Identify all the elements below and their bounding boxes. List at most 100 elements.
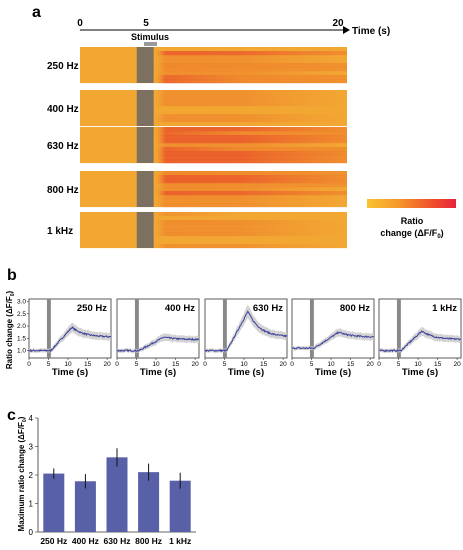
trace-x-tick-label: 0 [115, 361, 119, 368]
trace-panel: 250 Hz 0 5 10 15 20 Time (s) 1.0 1.5 2.0 2.5 3.0 [17, 298, 112, 378]
heatmap-stripe [80, 94, 347, 99]
trace-x-tick-label: 10 [152, 361, 160, 368]
trace-stimulus-bar [396, 299, 401, 358]
trace-x-tick-label: 20 [279, 361, 287, 368]
trace-x-tick-label: 20 [453, 361, 461, 368]
heatmap-stripe [80, 106, 347, 111]
bar-category-label: 630 Hz [104, 536, 131, 546]
heatmap-stripe [80, 199, 347, 204]
trace-x-tick-label: 5 [397, 361, 401, 368]
heatmap-stripe [80, 216, 347, 221]
trace-y-tick-label: 1.5 [17, 335, 26, 342]
trace-xlabel: Time (s) [140, 367, 176, 378]
bar [169, 480, 191, 532]
bar-category-label: 800 Hz [135, 536, 162, 546]
traces-ylabel: Ratio change (ΔF/F0) [5, 291, 16, 370]
heatmap-stripe [80, 171, 347, 176]
heatmap-stripe [80, 195, 347, 200]
colorbar [367, 199, 456, 208]
heatmap-stripe [80, 122, 347, 127]
heatmap-stripe [80, 232, 347, 237]
trace-x-tick-label: 5 [223, 361, 227, 368]
trace-x-tick-label: 5 [310, 361, 314, 368]
heatmap-stripe [80, 114, 347, 119]
bar-y-tick-label: 4 [29, 414, 34, 423]
heatmap-stripe [80, 118, 347, 123]
trace-x-tick-label: 15 [84, 361, 92, 368]
trace-x-tick-label: 20 [366, 361, 374, 368]
trace-x-tick-label: 10 [240, 361, 248, 368]
trace-panel: 400 Hz 0 5 10 15 20 Time (s) [115, 298, 200, 378]
heatmap-stripe [80, 59, 347, 64]
trace-y-tick-label: 2.0 [17, 323, 26, 330]
heatmap-stripe [80, 179, 347, 184]
heatmap-stimulus-bar [136, 127, 154, 163]
trace-x-tick-label: 20 [103, 361, 111, 368]
heatmap-stripe [80, 240, 347, 245]
heatmap-row: 400 Hz [47, 90, 347, 127]
heatmap-row-label: 630 Hz [47, 141, 79, 152]
trace-x-tick-label: 15 [347, 361, 355, 368]
trace-frame [291, 298, 375, 359]
bar-y-tick-label: 2 [29, 471, 34, 480]
heatmap-stripe [80, 147, 347, 152]
heatmap-stimulus-bar [136, 47, 154, 83]
trace-y-tick-label: 3.0 [17, 298, 26, 305]
heatmap-stripe [80, 212, 347, 217]
heatmap-stripe [80, 139, 347, 144]
heatmap-row: 1 kHz [47, 212, 347, 249]
heatmap-stripe [80, 143, 347, 148]
panel-label-c: c [7, 407, 16, 424]
bar-category-label: 250 Hz [40, 536, 67, 546]
heatmap-group: 250 Hz 400 Hz 630 Hz 800 Hz 1 kHz [47, 47, 347, 249]
heatmap-stripe [80, 191, 347, 196]
heatmap-stripe [80, 175, 347, 180]
bar-y-tick-label: 1 [29, 500, 34, 509]
trace-x-tick-label: 0 [27, 361, 31, 368]
heatmap-stripe [80, 127, 347, 132]
trace-xlabel: Time (s) [315, 367, 351, 378]
bar-category-label: 400 Hz [72, 536, 99, 546]
bar-y-tick-label: 3 [29, 443, 34, 452]
trace-panel: 630 Hz 0 5 10 15 20 Time (s) [203, 298, 288, 378]
traces-group: 250 Hz 0 5 10 15 20 Time (s) 1.0 1.5 2.0 2.5 3.0 400… [17, 298, 462, 378]
trace-x-tick-label: 5 [47, 361, 51, 368]
heatmap-stimulus-bar [136, 90, 154, 126]
heatmap-stripe [80, 236, 347, 241]
heatmap-stripe [80, 131, 347, 136]
bar-ylabel: Maximum ratio change (ΔF/F0) [17, 416, 28, 531]
heatmap-stripe [80, 102, 347, 107]
trace-x-tick-label: 15 [434, 361, 442, 368]
bar-category-label: 1 kHz [169, 536, 191, 546]
trace-x-tick-label: 10 [414, 361, 422, 368]
heatmap-row-label: 800 Hz [47, 185, 79, 196]
trace-x-tick-label: 15 [260, 361, 268, 368]
heatmap-stripe [80, 55, 347, 60]
bar-chart: 0 1 2 3 4 250 Hz 400 Hz 630 Hz 800 Hz 1 kHz [29, 414, 196, 546]
trace-line [204, 310, 288, 353]
trace-line [378, 330, 462, 353]
heatmap-stripe [80, 187, 347, 192]
trace-stimulus-bar [46, 299, 51, 358]
time-tick-0: 0 [77, 18, 83, 29]
heatmap-stripe [80, 224, 347, 229]
trace-frame [116, 298, 200, 359]
bar [43, 473, 65, 532]
heatmap-stripe [80, 79, 347, 84]
heatmap-row-label: 400 Hz [47, 104, 79, 115]
time-tick-5: 5 [143, 18, 149, 29]
trace-x-tick-label: 10 [327, 361, 335, 368]
heatmap-stripe [80, 135, 347, 140]
heatmap-stripe [80, 203, 347, 208]
trace-xlabel: Time (s) [228, 367, 264, 378]
panel-label-b: b [7, 267, 17, 284]
trace-x-tick-label: 10 [64, 361, 72, 368]
heatmap-stimulus-bar [136, 212, 154, 248]
heatmap-stripe [80, 228, 347, 233]
time-axis-label: Time (s) [352, 26, 390, 37]
trace-line [28, 325, 112, 353]
trace-panel-label: 630 Hz [253, 303, 283, 314]
trace-y-tick-label: 2.5 [17, 311, 26, 318]
trace-xlabel: Time (s) [52, 367, 88, 378]
